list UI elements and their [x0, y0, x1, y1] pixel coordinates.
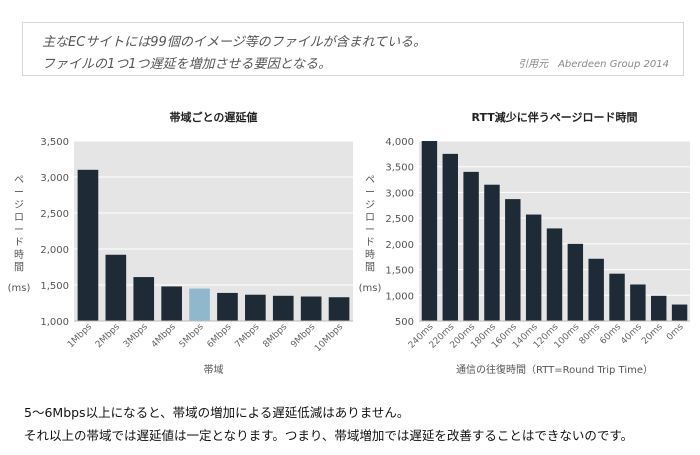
bar-9Mbps [300, 296, 322, 321]
bandwidth-latency-chart: 帯域ごとの遅延値1,0001,5002,0002,5003,0003,5001M… [8, 110, 353, 376]
y-tick-label: 3,500 [385, 163, 414, 174]
note-line-1: 5〜6Mbps以上になると、帯域の増加による遅延低減はありません。 [24, 405, 410, 420]
quote-line-1: 主なECサイトには99個のイメージ等のファイルが含まれている。 [42, 35, 427, 50]
y-tick-label: 1,500 [40, 281, 69, 292]
bar-8Mbps [272, 295, 294, 321]
y-axis-unit: (ms) [359, 283, 382, 294]
rtt-pageload-chart: RTT減少に伴うページロード時間 500 1,000 1,500 2,000 2,500 3… [359, 110, 690, 376]
bar-7Mbps [245, 294, 266, 321]
bar-180ms [484, 184, 500, 321]
quote-line-2: ファイルの1つ1つ遅延を増加させる要因となる。 [42, 57, 332, 72]
y-axis-label: ページロード時間 [14, 175, 24, 274]
chart-title: RTT減少に伴うページロード時間 [471, 110, 637, 124]
y-axis-label: ページロード時間 [365, 175, 375, 274]
bar-220ms [442, 153, 458, 321]
x-tick-label: 60ms [598, 322, 623, 347]
bar-100ms [567, 243, 584, 321]
quote-citation: 引用元 Aberdeen Group 2014 [518, 59, 669, 70]
chart-title: 帯域ごとの遅延値 [170, 110, 258, 124]
y-tick-label: 2,500 [385, 214, 414, 225]
bar-2Mbps [105, 254, 127, 321]
y-tick-label: 2,000 [385, 240, 414, 251]
bar-140ms [525, 214, 542, 321]
y-tick-label: 4,000 [385, 137, 414, 148]
x-axis-label: 帯域 [204, 363, 224, 376]
note-line-2: それ以上の帯域では遅延値は一定となります。つまり、帯域増加では遅延を改善すること… [24, 428, 634, 443]
y-tick-label: 3,500 [40, 137, 69, 148]
x-tick-label: 0ms [665, 322, 686, 343]
bar-240ms [421, 141, 438, 321]
quote-box: 主なECサイトには99個のイメージ等のファイルが含まれている。 ファイルの1つ1… [22, 22, 684, 76]
y-tick-label: 1,000 [385, 291, 414, 302]
bar-6Mbps [217, 292, 238, 321]
y-tick-label: 2,000 [40, 245, 69, 256]
y-axis-unit: (ms) [8, 283, 31, 294]
bar-20ms [651, 295, 667, 321]
y-tick-label: 3,000 [385, 188, 414, 199]
bar-60ms [609, 273, 625, 321]
x-tick-label: 80ms [578, 322, 603, 347]
bar-200ms [463, 171, 479, 321]
x-tick-label: 40ms [619, 322, 644, 347]
bar-160ms [505, 199, 521, 321]
y-tick-label: 1,000 [40, 317, 69, 328]
bar-80ms [588, 258, 604, 321]
y-tick-label: 500 [395, 317, 414, 328]
bar-1Mbps [77, 169, 99, 321]
bar-5Mbps [189, 288, 210, 321]
bar-3Mbps [133, 277, 155, 321]
x-axis-label: 通信の往復時間（RTT=Round Trip Time） [456, 363, 653, 376]
bar-120ms [546, 228, 563, 321]
bar-4Mbps [161, 286, 182, 321]
x-tick-label: 20ms [640, 322, 665, 347]
y-tick-label: 1,500 [385, 266, 414, 277]
bar-0ms [671, 304, 688, 321]
y-tick-label: 3,000 [40, 173, 69, 184]
bar-10Mbps [328, 297, 350, 321]
y-tick-label: 2,500 [40, 209, 69, 220]
bar-40ms [630, 284, 646, 321]
